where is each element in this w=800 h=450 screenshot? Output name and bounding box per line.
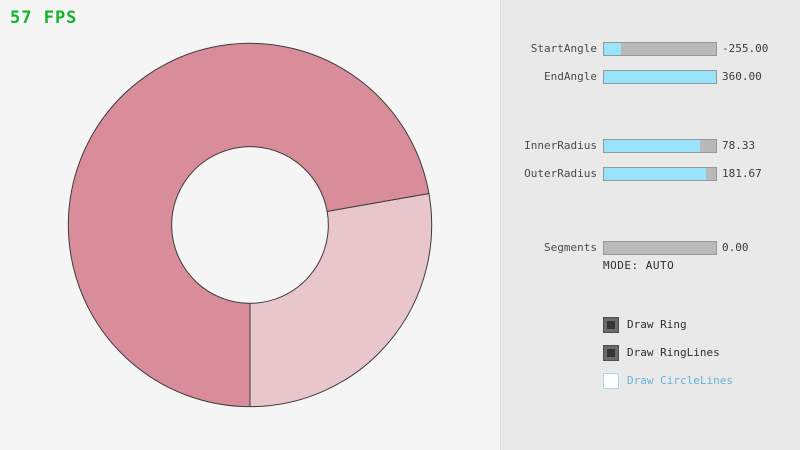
- innerradius-label: InnerRadius: [524, 139, 597, 152]
- endangle-label: EndAngle: [544, 70, 597, 83]
- startangle-slider-fill: [604, 43, 621, 55]
- outerradius-label: OuterRadius: [524, 167, 597, 180]
- startangle-slider[interactable]: [603, 42, 717, 56]
- draw-ring-label: Draw Ring: [627, 318, 687, 331]
- endangle-slider[interactable]: [603, 70, 717, 84]
- ring-segment-light-segment: [249, 192, 433, 408]
- outerradius-slider-fill: [604, 168, 706, 180]
- draw-ringlines-label: Draw RingLines: [627, 346, 720, 359]
- endangle-value: 360.00: [722, 70, 762, 83]
- draw-circlelines-label: Draw CircleLines: [627, 374, 733, 387]
- fps-counter: 57 FPS: [10, 8, 78, 28]
- innerradius-value: 78.33: [722, 139, 756, 152]
- slider-row-startangle: StartAngle -255.00: [501, 41, 800, 57]
- innerradius-slider-fill: [604, 140, 701, 152]
- ring-chart: [67, 42, 433, 408]
- segments-value: 0.00: [722, 241, 749, 254]
- endangle-slider-fill: [604, 71, 716, 83]
- checkbox-square[interactable]: [603, 373, 619, 389]
- render-stage: 57 FPS: [10, 8, 433, 408]
- slider-row-endangle: EndAngle 360.00: [501, 69, 800, 85]
- outerradius-value: 181.67: [722, 167, 762, 180]
- checkbox-square[interactable]: [603, 317, 619, 333]
- outerradius-slider[interactable]: [603, 167, 717, 181]
- segments-slider[interactable]: [603, 241, 717, 255]
- mode-auto-text: MODE: AUTO: [603, 259, 675, 272]
- checkbox-square[interactable]: [603, 345, 619, 361]
- segments-label: Segments: [544, 241, 597, 254]
- controls-panel: StartAngle -255.00 EndAngle 360.00 Inner…: [500, 0, 800, 450]
- slider-row-innerradius: InnerRadius 78.33: [501, 138, 800, 154]
- startangle-value: -255.00: [722, 42, 769, 55]
- slider-row-outerradius: OuterRadius 181.67: [501, 166, 800, 182]
- innerradius-slider[interactable]: [603, 139, 717, 153]
- startangle-label: StartAngle: [530, 42, 597, 55]
- slider-row-segments: Segments 0.00: [501, 240, 800, 256]
- ring-segment-dark-segment: [67, 42, 430, 408]
